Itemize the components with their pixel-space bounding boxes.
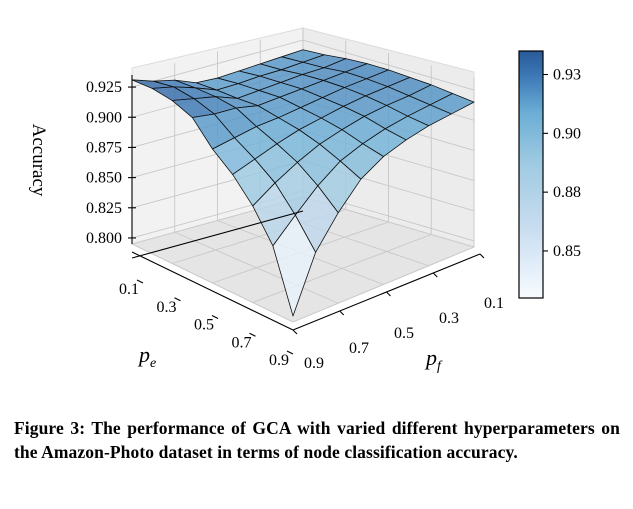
figure-caption: Figure 3: The performance of GCA with va… <box>14 418 620 462</box>
x-tick-label: 0.1 <box>119 281 139 298</box>
x-tick-label: 0.9 <box>269 352 289 369</box>
z-axis-label: Accuracy <box>28 124 49 197</box>
surface-mesh <box>131 49 475 317</box>
z-tick-label: 0.825 <box>86 200 122 217</box>
colorbar-tick-label: 0.85 <box>553 243 581 260</box>
y-tick-label: 0.9 <box>304 355 324 372</box>
y-tick-label: 0.1 <box>484 295 504 312</box>
surface-chart: 0.800 0.825 0.850 0.875 0.900 0.925 0.1 0.3 0.5 0… <box>28 27 581 374</box>
z-tick-label: 0.900 <box>86 109 122 126</box>
y-tick-label: 0.7 <box>349 340 369 357</box>
y-tick-label: 0.5 <box>394 325 414 342</box>
z-tick-label: 0.850 <box>86 170 122 187</box>
z-tick-label: 0.875 <box>86 139 122 156</box>
colorbar-tick-label: 0.88 <box>553 184 581 201</box>
z-tick-label: 0.925 <box>86 79 122 96</box>
z-tick-label: 0.800 <box>86 230 122 247</box>
colorbar-tick-label: 0.93 <box>553 67 581 84</box>
x-tick-label: 0.5 <box>194 317 214 334</box>
colorbar <box>518 50 544 299</box>
x-tick-label: 0.7 <box>232 334 252 351</box>
surface-cell <box>272 214 317 317</box>
colorbar-ticks: 0.85 0.88 0.90 0.93 <box>543 67 581 260</box>
y-axis-label: pf <box>424 345 443 374</box>
x-tick-label: 0.3 <box>157 299 177 316</box>
y-tick-label: 0.3 <box>439 310 459 327</box>
colorbar-tick-label: 0.90 <box>553 125 581 142</box>
axes: 0.800 0.825 0.850 0.875 0.900 0.925 0.1 0.3 0.5 0… <box>86 75 504 372</box>
x-axis-label: pe <box>137 342 156 371</box>
